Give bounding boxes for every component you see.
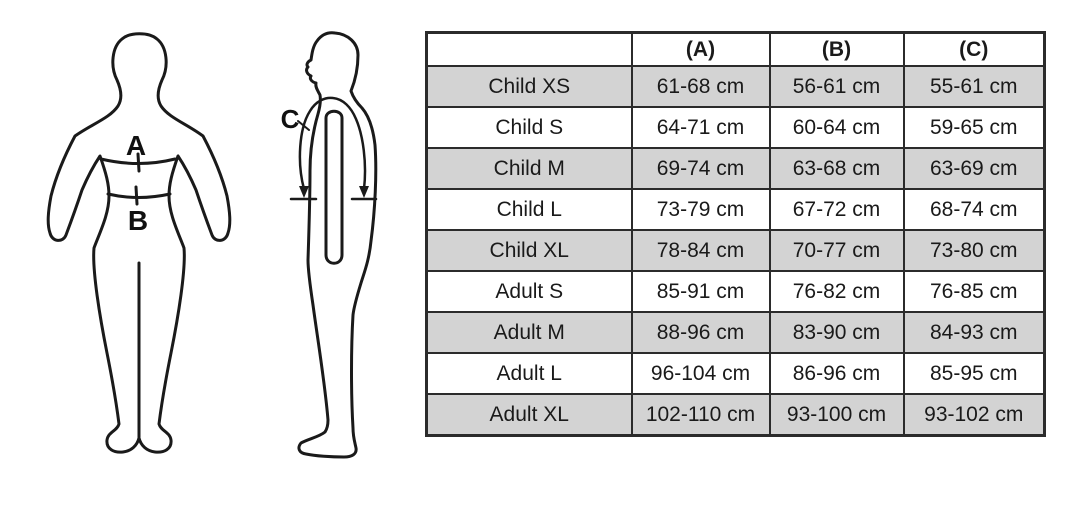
size-table: (A) (B) (C) Child XS 61-68 cm 56-61 cm 5… <box>425 31 1046 437</box>
measurement-label-a: A <box>126 130 146 161</box>
table-row: Adult XL 102-110 cm 93-100 cm 93-102 cm <box>425 393 1046 437</box>
cell-a: 88-96 cm <box>630 311 771 354</box>
cell-a: 96-104 cm <box>630 352 771 395</box>
size-label: Child L <box>425 188 633 231</box>
torso-measure-line <box>298 96 367 191</box>
table-row: Child L 73-79 cm 67-72 cm 68-74 cm <box>425 188 1046 231</box>
measurement-label-b: B <box>128 205 148 236</box>
cell-c: 93-102 cm <box>902 393 1046 437</box>
cell-a: 102-110 cm <box>630 393 771 437</box>
cell-c: 59-65 cm <box>902 106 1046 149</box>
table-row: Adult L 96-104 cm 86-96 cm 85-95 cm <box>425 352 1046 395</box>
cell-b: 67-72 cm <box>768 188 905 231</box>
cell-a: 78-84 cm <box>630 229 771 272</box>
size-label: Child XL <box>425 229 633 272</box>
label-c-pointer-line <box>297 120 310 131</box>
table-row: Child S 64-71 cm 60-64 cm 59-65 cm <box>425 106 1046 149</box>
cell-b: 56-61 cm <box>768 65 905 108</box>
cell-c: 84-93 cm <box>902 311 1046 354</box>
cell-a: 61-68 cm <box>630 65 771 108</box>
size-label: Adult M <box>425 311 633 354</box>
cell-c: 73-80 cm <box>902 229 1046 272</box>
cell-c: 55-61 cm <box>902 65 1046 108</box>
cell-a: 73-79 cm <box>630 188 771 231</box>
cell-b: 63-68 cm <box>768 147 905 190</box>
size-label: Child XS <box>425 65 633 108</box>
side-body-figure: C <box>281 31 378 459</box>
table-row: Child XL 78-84 cm 70-77 cm 73-80 cm <box>425 229 1046 272</box>
cell-c: 63-69 cm <box>902 147 1046 190</box>
table-row: Child M 69-74 cm 63-68 cm 63-69 cm <box>425 147 1046 190</box>
cell-a: 64-71 cm <box>630 106 771 149</box>
cell-b: 60-64 cm <box>768 106 905 149</box>
cell-b: 93-100 cm <box>768 393 905 437</box>
waist-measure-tick <box>134 185 139 206</box>
column-header-b: (B) <box>768 31 905 67</box>
cell-c: 68-74 cm <box>902 188 1046 231</box>
cell-b: 83-90 cm <box>768 311 905 354</box>
chest-measure-tick <box>136 152 141 173</box>
front-body-figure: A B <box>46 32 232 454</box>
corner-cell <box>425 31 633 67</box>
cell-c: 85-95 cm <box>902 352 1046 395</box>
table-row: Adult M 88-96 cm 83-90 cm 84-93 cm <box>425 311 1046 354</box>
cell-c: 76-85 cm <box>902 270 1046 313</box>
waist-measure-line <box>106 192 172 199</box>
size-label: Adult L <box>425 352 633 395</box>
measurement-label-c: C <box>281 104 300 134</box>
cell-a: 85-91 cm <box>630 270 771 313</box>
side-arm-outline <box>324 109 344 265</box>
size-table-header: (A) (B) (C) <box>425 31 1046 67</box>
cell-b: 86-96 cm <box>768 352 905 395</box>
size-label: Adult S <box>425 270 633 313</box>
size-label: Child S <box>425 106 633 149</box>
cell-b: 70-77 cm <box>768 229 905 272</box>
size-label: Child M <box>425 147 633 190</box>
torso-measure-arrow-back <box>359 186 369 198</box>
cell-a: 69-74 cm <box>630 147 771 190</box>
size-label: Adult XL <box>425 393 633 437</box>
table-row: Child XS 61-68 cm 56-61 cm 55-61 cm <box>425 65 1046 108</box>
header-row: (A) (B) (C) <box>425 31 1046 67</box>
front-body-outline <box>46 32 232 454</box>
torso-measure-arrow-front <box>299 186 309 198</box>
column-header-a: (A) <box>630 31 771 67</box>
cell-b: 76-82 cm <box>768 270 905 313</box>
column-header-c: (C) <box>902 31 1046 67</box>
table-row: Adult S 85-91 cm 76-82 cm 76-85 cm <box>425 270 1046 313</box>
